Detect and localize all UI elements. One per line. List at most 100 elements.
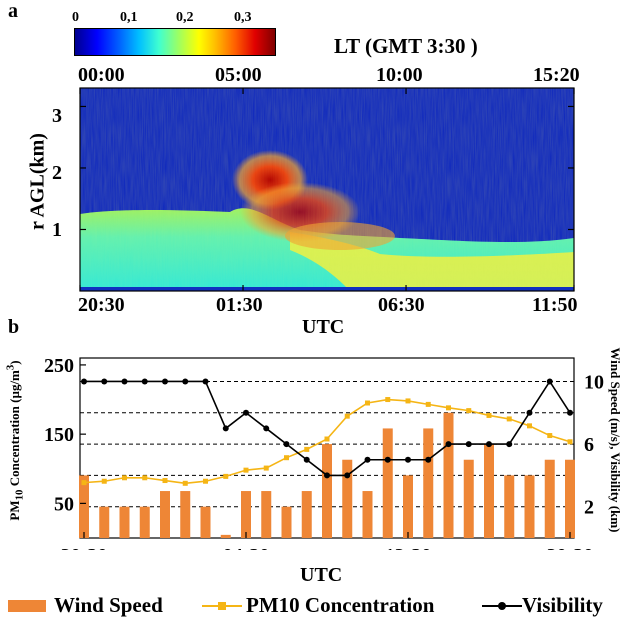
wind-bar-19 [463, 459, 474, 538]
pm10-point-15 [385, 397, 391, 403]
pm10-point-23 [547, 433, 553, 439]
right-tick-label-10: 10 [584, 371, 604, 393]
bottom-tick-2: 06:30 [378, 294, 425, 316]
panel-b-tag: b [8, 316, 20, 338]
wind-bar-13 [342, 459, 353, 538]
wind-bar-12 [322, 444, 332, 538]
a-ytick-2: 2 [52, 162, 62, 184]
visibility-point-23 [546, 378, 553, 385]
panel-a-svg [79, 87, 575, 292]
visibility-point-14 [364, 456, 371, 463]
visibility-point-24 [567, 409, 573, 416]
heatmap-image [80, 88, 574, 291]
visibility-point-9 [263, 425, 270, 432]
visibility-point-8 [243, 409, 249, 416]
pm10-point-9 [263, 465, 269, 471]
pm10-point-21 [506, 416, 512, 422]
visibility-point-6 [202, 378, 209, 385]
legend-wind-swatch [8, 600, 46, 612]
wind-bar-22 [524, 475, 535, 538]
bottom-tick-1: 01:30 [216, 294, 263, 316]
pm10-point-7 [223, 473, 229, 479]
pm10-point-18 [446, 405, 451, 411]
x-tick-label-1: 04:30 [223, 545, 270, 550]
visibility-point-3 [141, 378, 148, 385]
pm10-point-1 [101, 478, 107, 484]
pm10-point-6 [203, 478, 208, 484]
x-tick-label-3: 20:30 [547, 545, 594, 550]
colorbar-tick-2: 0,2 [176, 10, 194, 25]
pm10-point-13 [344, 413, 350, 419]
panel-b-svg: 50 150 250 2 6 10 20:30 04:30 12:30 20:30 [44, 355, 604, 550]
visibility-point-21 [506, 441, 513, 448]
pm10-point-11 [304, 446, 310, 452]
a-ytick-1: 1 [52, 219, 62, 241]
visibility-point-10 [283, 441, 290, 448]
bottom-tick-3: 11:50 [532, 294, 578, 316]
left-tick-label-50: 50 [54, 493, 74, 515]
wind-bar-7 [220, 534, 231, 538]
a-ytick-3: 3 [52, 105, 62, 127]
bottom-tick-0: 20:30 [78, 294, 125, 316]
x-tick-label-2: 12:30 [385, 545, 432, 550]
legend-visibility-marker [482, 602, 522, 610]
wind-bar-6 [200, 506, 211, 538]
legend-wind-label: Wind Speed [54, 593, 163, 617]
pm10-point-22 [527, 423, 532, 429]
legend-pm10-marker [202, 602, 242, 610]
wind-bar-21 [504, 475, 515, 538]
top-tick-0: 00:00 [78, 64, 125, 86]
pm10-point-0 [81, 480, 87, 486]
pm10-point-2 [122, 475, 127, 481]
legend-visibility-label: Visibility [522, 593, 603, 617]
pm10-point-3 [142, 475, 148, 481]
wind-bar-16 [403, 475, 413, 538]
x-tick-label-0: 20:30 [61, 545, 108, 550]
visibility-point-7 [222, 425, 229, 432]
panel-b-left-ylabel: PM10 Concentration (µg/m3) [4, 360, 26, 521]
wind-bar-23 [544, 459, 555, 538]
wind-bar-11 [301, 491, 312, 538]
visibility-point-0 [81, 378, 87, 385]
visibility-point-11 [303, 456, 310, 463]
pm10-point-17 [425, 401, 431, 407]
panel-a-tag: a [8, 0, 18, 22]
top-tick-3: 15:20 [533, 64, 580, 86]
wind-bar-14 [362, 491, 373, 538]
wind-bar-5 [180, 491, 191, 538]
pm10-point-8 [243, 467, 249, 473]
panel-a-xlabel: UTC [302, 316, 345, 338]
visibility-point-16 [405, 456, 411, 463]
left-tick-label-250: 250 [44, 355, 74, 377]
panel-a-ylabel: r AGL(km) [26, 133, 49, 230]
pm10-point-14 [365, 400, 370, 406]
colorbar-tick-1: 0,1 [120, 10, 138, 25]
wind-bar-2 [119, 506, 130, 538]
left-tick-label-150: 150 [44, 424, 74, 446]
pm10-point-19 [466, 408, 472, 414]
visibility-point-18 [445, 441, 452, 448]
visibility-point-15 [384, 456, 391, 463]
visibility-point-13 [344, 472, 351, 479]
right-tick-label-2: 2 [584, 497, 594, 519]
visibility-point-5 [182, 378, 189, 385]
visibility-point-19 [465, 441, 472, 448]
visibility-point-2 [121, 378, 128, 385]
colorbar-tick-3: 0,3 [234, 10, 252, 25]
lt-title: LT (GMT 3:30 ) [334, 34, 478, 58]
wind-bar-1 [99, 506, 110, 538]
wind-bar-9 [261, 491, 272, 538]
visibility-point-12 [324, 472, 330, 479]
colorbar [74, 28, 276, 56]
pm10-point-10 [284, 455, 289, 461]
wind-bar-15 [382, 428, 393, 538]
top-tick-1: 05:00 [215, 64, 262, 86]
wind-bar-18 [443, 412, 454, 538]
legend-pm10-label: PM10 Concentration [246, 593, 435, 617]
visibility-point-20 [486, 441, 492, 448]
wind-bar-24 [565, 459, 575, 538]
right-tick-label-6: 6 [584, 434, 594, 456]
visibility-point-17 [425, 456, 432, 463]
wind-bar-8 [241, 491, 251, 538]
visibility-point-1 [101, 378, 108, 385]
